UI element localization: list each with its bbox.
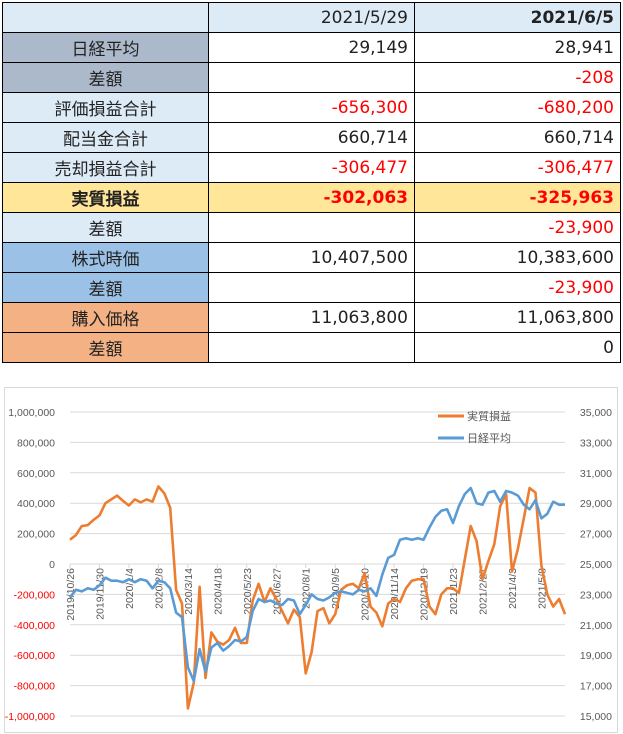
y-right-tick: 19,000	[580, 650, 612, 662]
y-left-tick: -200,000	[14, 589, 56, 601]
value-2021-5-29: 660,714	[208, 122, 415, 153]
value-2021-5-29: -306,477	[208, 152, 415, 183]
x-tick-label: 2021/2/27	[478, 568, 490, 615]
value-2021-6-5: 660,714	[414, 122, 621, 153]
row-label: 差額	[2, 212, 209, 243]
y-right-tick: 25,000	[580, 559, 612, 571]
y-left-tick: -1,000,000	[5, 711, 55, 723]
y-left-tick: 0	[49, 559, 55, 571]
row-label: 差額	[2, 332, 209, 363]
y-right-tick: 21,000	[580, 620, 612, 632]
table-row: 日経平均 29,149 28,941	[2, 32, 621, 63]
y-left-tick: 200,000	[17, 529, 55, 541]
x-tick-label: 2020/12/19	[419, 568, 431, 621]
chart-frame	[4, 387, 618, 733]
table-row: 差額 -23,900	[2, 212, 621, 243]
value-2021-6-5: -23,900	[414, 212, 621, 243]
header-date-1: 2021/5/29	[208, 2, 415, 33]
table-row: 実質損益 -302,063 -325,963	[2, 182, 621, 213]
table-body: 2021/5/29 2021/6/5 日経平均 29,149 28,941 差額 -208 評…	[2, 2, 621, 363]
row-label: 株式時価	[2, 242, 209, 273]
x-tick-label: 2021/5/8	[536, 568, 548, 609]
y-left-tick: -800,000	[14, 681, 56, 693]
y-right-tick: 27,000	[580, 529, 612, 541]
x-tick-label: 2020/11/14	[389, 568, 401, 620]
row-label: 差額	[2, 272, 209, 303]
y-left-tick: 1,000,000	[8, 407, 55, 419]
x-tick-label: 2020/4/18	[212, 568, 224, 615]
y-right-tick: 29,000	[580, 498, 612, 510]
x-tick-label: 2019/11/30	[94, 568, 106, 620]
row-label: 配当金合計	[2, 122, 209, 153]
value-2021-5-29: 10,407,500	[208, 242, 415, 273]
row-label: 売却損益合計	[2, 152, 209, 183]
value-2021-5-29: 29,149	[208, 32, 415, 63]
value-2021-6-5: -680,200	[414, 92, 621, 123]
value-2021-5-29: 11,063,800	[208, 302, 415, 333]
row-label: 差額	[2, 62, 209, 93]
y-right-tick: 33,000	[580, 437, 612, 449]
table-row: 差額 0	[2, 332, 621, 363]
row-label: 購入価格	[2, 302, 209, 333]
table-row: 差額 -208	[2, 62, 621, 93]
header-date-2: 2021/6/5	[414, 2, 621, 33]
y-right-tick: 23,000	[580, 589, 612, 601]
y-left-tick: -400,000	[14, 620, 56, 632]
table-row: 購入価格 11,063,800 11,063,800	[2, 302, 621, 333]
value-2021-6-5: 28,941	[414, 32, 621, 63]
y-right-tick: 31,000	[580, 468, 612, 480]
x-tick-label: 2020/5/23	[242, 568, 254, 615]
y-left-tick: 800,000	[17, 437, 55, 449]
value-2021-5-29	[208, 62, 415, 93]
profit-series-line	[69, 485, 567, 710]
legend-label: 実質損益	[467, 409, 511, 423]
value-2021-6-5: 0	[414, 332, 621, 363]
table-row: 配当金合計 660,714 660,714	[2, 122, 621, 153]
y-right-tick: 35,000	[580, 407, 612, 419]
x-tick-label: 2020/2/8	[153, 568, 165, 609]
table-row: 株式時価 10,407,500 10,383,600	[2, 242, 621, 273]
x-tick-label: 2021/1/23	[448, 568, 460, 615]
y-left-tick: 600,000	[17, 468, 55, 480]
row-label: 実質損益	[2, 182, 209, 213]
x-tick-label: 2020/3/14	[183, 568, 195, 615]
value-2021-5-29	[208, 212, 415, 243]
table-row: 評価損益合計 -656,300 -680,200	[2, 92, 621, 123]
table-row: 差額 -23,900	[2, 272, 621, 303]
nikkei-series-line	[68, 486, 565, 683]
value-2021-6-5: 11,063,800	[414, 302, 621, 333]
value-2021-6-5: -208	[414, 62, 621, 93]
y-right-tick: 15,000	[580, 711, 612, 723]
row-label: 評価損益合計	[2, 92, 209, 123]
y-right-tick: 17,000	[580, 681, 612, 693]
x-tick-label: 2020/9/5	[330, 568, 342, 609]
y-left-tick: 400,000	[17, 498, 55, 510]
value-2021-6-5: -325,963	[414, 182, 621, 213]
value-2021-5-29	[208, 332, 415, 363]
value-2021-6-5: -23,900	[414, 272, 621, 303]
value-2021-6-5: -306,477	[414, 152, 621, 183]
x-tick-label: 2021/4/3	[507, 568, 519, 609]
value-2021-5-29: -656,300	[208, 92, 415, 123]
legend-label: 日経平均	[467, 432, 511, 445]
table-row: 売却損益合計 -306,477 -306,477	[2, 152, 621, 183]
value-2021-6-5: 10,383,600	[414, 242, 621, 273]
row-label: 日経平均	[2, 32, 209, 63]
y-left-tick: -600,000	[14, 650, 56, 662]
x-tick-label: 2020/1/4	[124, 568, 136, 609]
value-2021-5-29	[208, 272, 415, 303]
header-blank-cell	[2, 2, 209, 33]
profit-loss-table: 2021/5/29 2021/6/5 日経平均 29,149 28,941 差額 -208 評…	[2, 2, 621, 363]
table-header-row: 2021/5/29 2021/6/5	[2, 2, 621, 33]
profit-nikkei-line-chart: 1,000,000 800,000 600,000 400,000 200,000 0 -2…	[5, 407, 612, 723]
value-2021-5-29: -302,063	[208, 182, 415, 213]
